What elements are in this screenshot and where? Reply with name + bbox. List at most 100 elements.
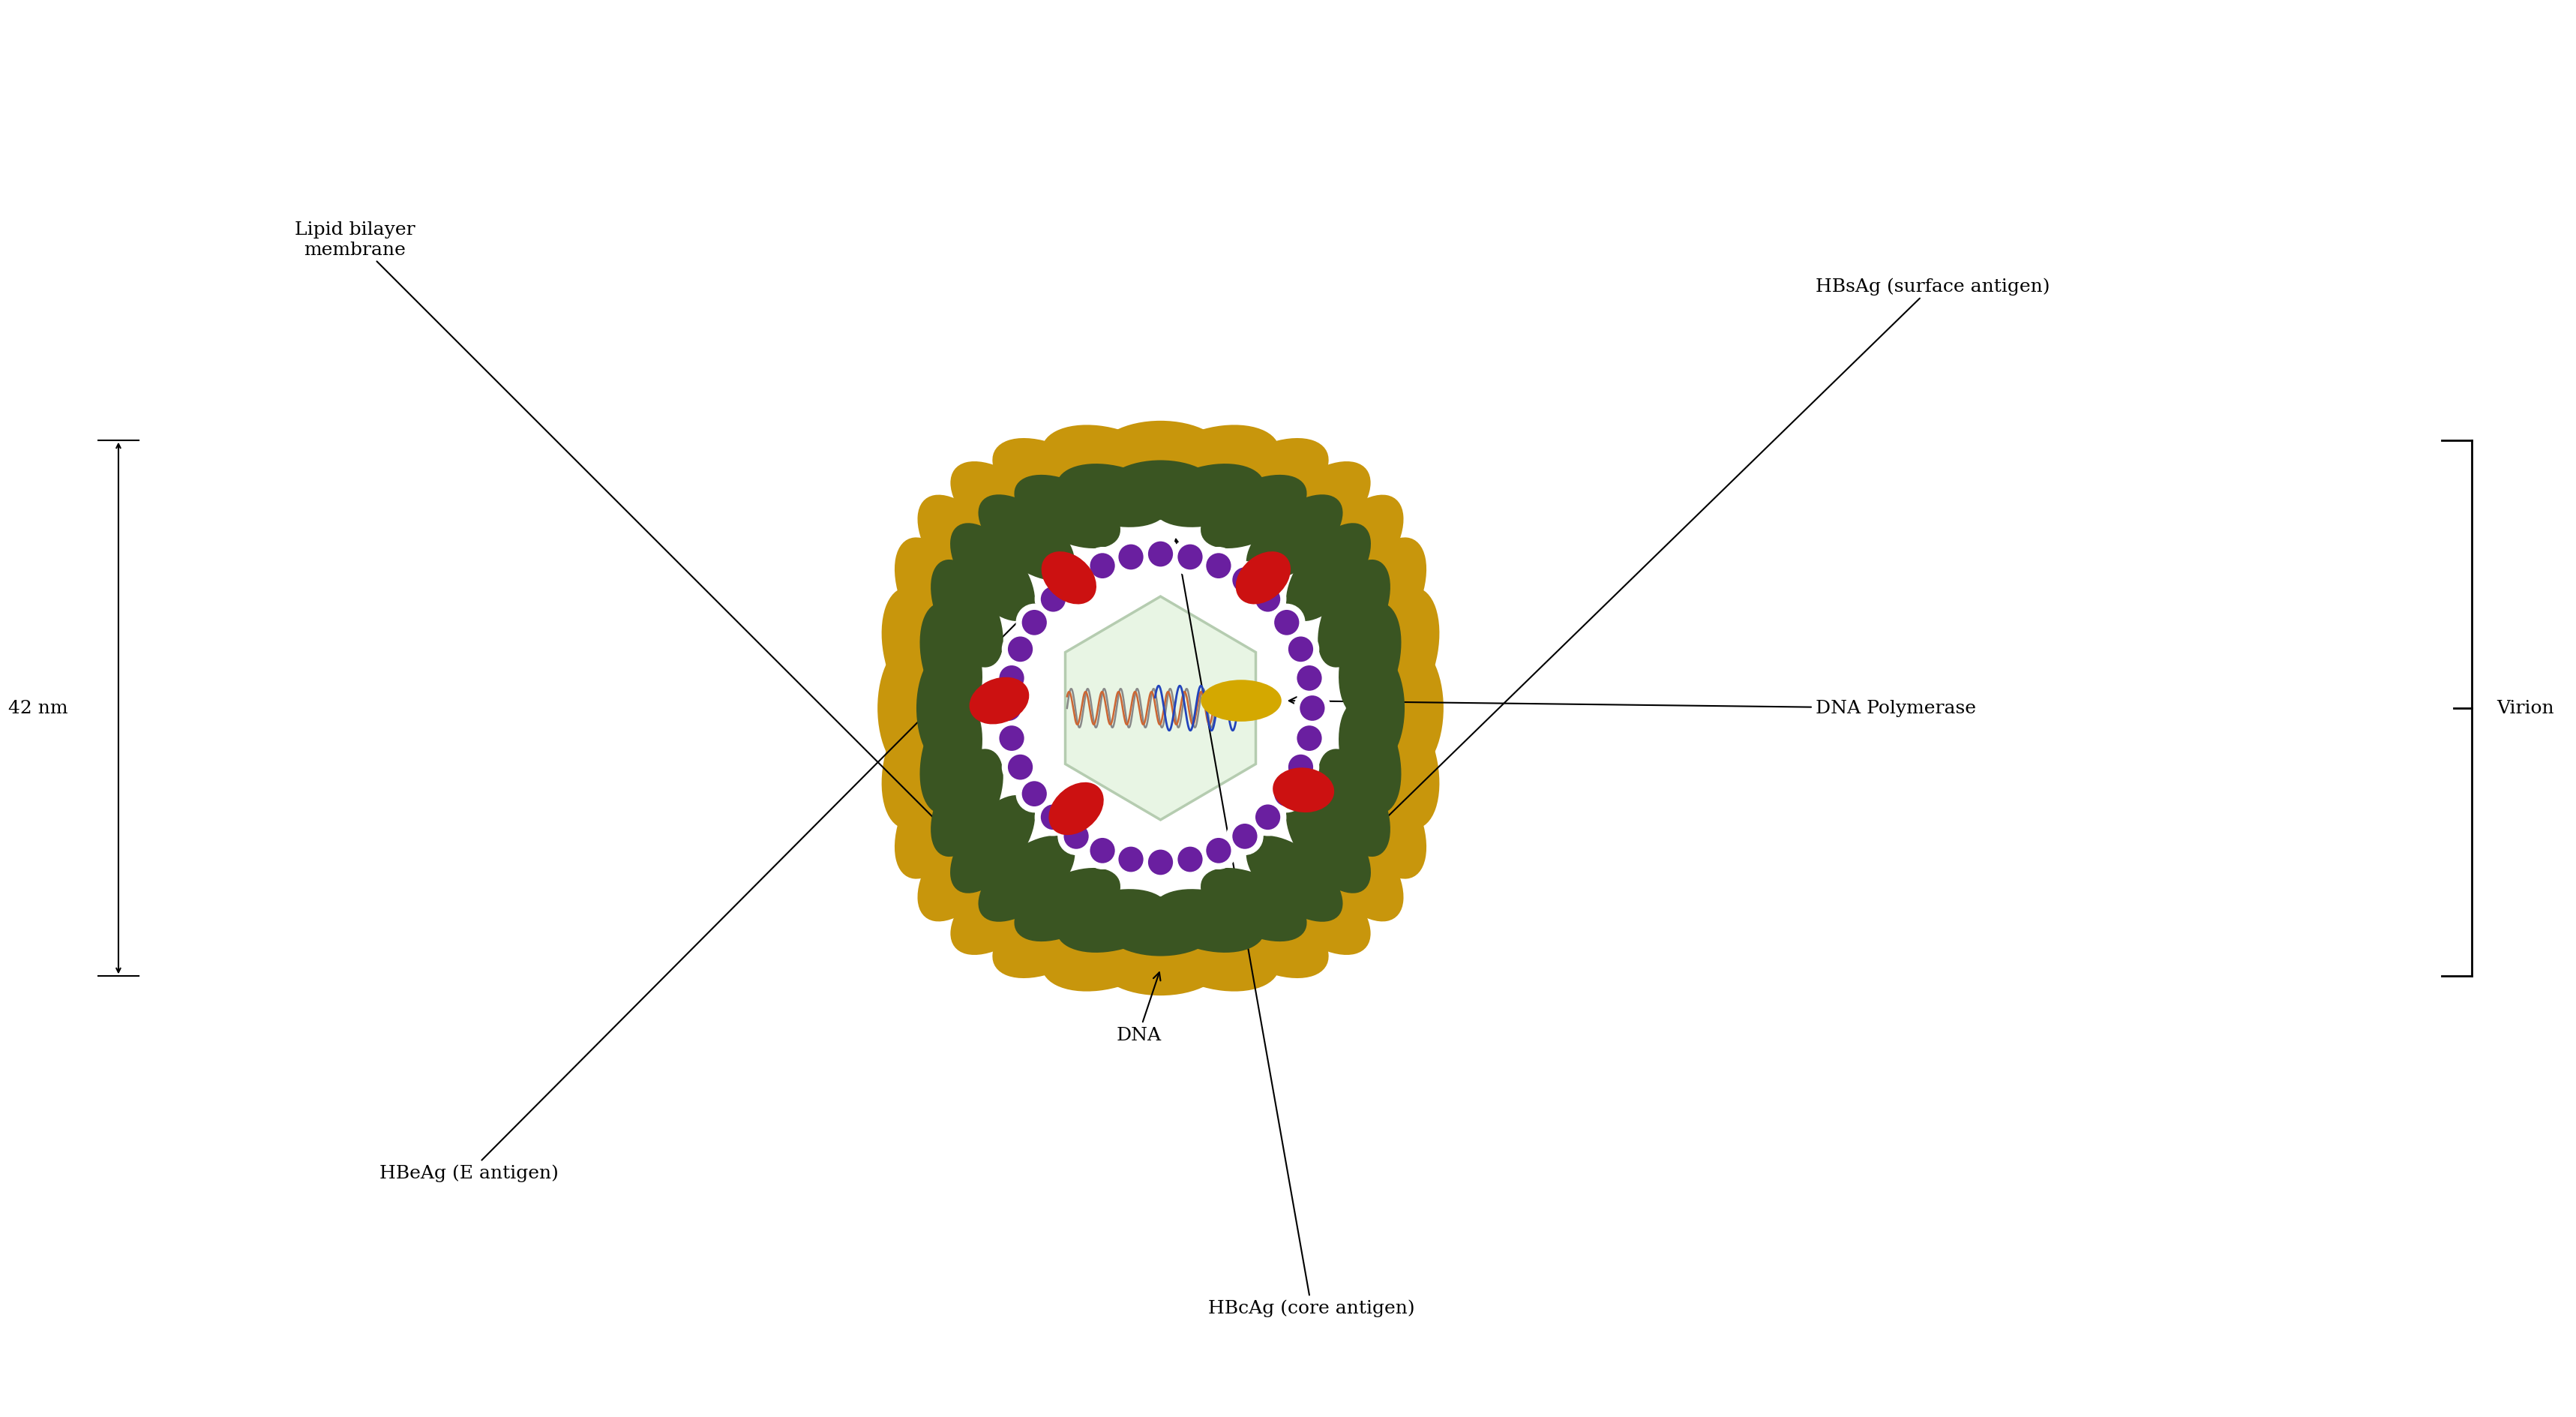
Ellipse shape [999, 666, 1025, 691]
Ellipse shape [920, 700, 981, 813]
Text: Lipid bilayer
membrane: Lipid bilayer membrane [294, 221, 992, 876]
Ellipse shape [1262, 857, 1370, 955]
Ellipse shape [1285, 795, 1370, 894]
Ellipse shape [979, 495, 1074, 581]
Ellipse shape [1064, 568, 1090, 594]
Ellipse shape [1041, 551, 1097, 605]
Ellipse shape [917, 496, 1015, 606]
Ellipse shape [1231, 568, 1257, 594]
Ellipse shape [1141, 845, 1180, 881]
Text: HBcAg (core antigen): HBcAg (core antigen) [1175, 540, 1414, 1316]
Ellipse shape [992, 690, 1028, 727]
Ellipse shape [1002, 631, 1038, 667]
Ellipse shape [1262, 462, 1370, 560]
Ellipse shape [1141, 536, 1180, 572]
Ellipse shape [1291, 720, 1327, 757]
Ellipse shape [1151, 918, 1280, 992]
Ellipse shape [1036, 799, 1072, 836]
Ellipse shape [1236, 551, 1291, 605]
Text: HBsAg (surface antigen): HBsAg (surface antigen) [1332, 278, 2050, 870]
Ellipse shape [1231, 823, 1257, 849]
Ellipse shape [1249, 581, 1285, 618]
Ellipse shape [878, 643, 945, 774]
Ellipse shape [1177, 544, 1203, 570]
Ellipse shape [1151, 465, 1265, 527]
Ellipse shape [1291, 660, 1327, 697]
Text: HBeAg (E antigen): HBeAg (E antigen) [379, 574, 1066, 1182]
Ellipse shape [1023, 611, 1046, 636]
Ellipse shape [1041, 587, 1066, 612]
Text: 42 nm: 42 nm [8, 700, 67, 717]
Ellipse shape [994, 720, 1030, 757]
Ellipse shape [1296, 726, 1321, 751]
Text: DNA Polymerase: DNA Polymerase [1288, 697, 1976, 717]
Ellipse shape [1090, 554, 1115, 578]
Ellipse shape [1267, 605, 1306, 642]
Ellipse shape [1255, 587, 1280, 612]
Polygon shape [1066, 597, 1255, 820]
Ellipse shape [1226, 563, 1262, 599]
Ellipse shape [1118, 544, 1144, 570]
Ellipse shape [1200, 680, 1280, 721]
Ellipse shape [1095, 927, 1226, 996]
Ellipse shape [1206, 554, 1231, 578]
Ellipse shape [1296, 666, 1321, 691]
Ellipse shape [1056, 465, 1170, 527]
Ellipse shape [1023, 781, 1046, 806]
Ellipse shape [1319, 750, 1391, 857]
Ellipse shape [1172, 538, 1208, 575]
Ellipse shape [1288, 636, 1314, 662]
Ellipse shape [1347, 650, 1404, 767]
Ellipse shape [1018, 605, 1054, 642]
Ellipse shape [1200, 475, 1306, 548]
Ellipse shape [1113, 842, 1149, 879]
Ellipse shape [1007, 636, 1033, 662]
Ellipse shape [1002, 750, 1038, 786]
Ellipse shape [951, 462, 1059, 560]
Ellipse shape [1118, 847, 1144, 873]
Ellipse shape [1041, 805, 1066, 830]
Ellipse shape [930, 560, 1002, 667]
Ellipse shape [951, 795, 1036, 894]
Ellipse shape [1200, 832, 1236, 869]
Ellipse shape [1306, 496, 1404, 606]
Ellipse shape [969, 677, 1030, 724]
Ellipse shape [1200, 869, 1306, 942]
Ellipse shape [1041, 918, 1170, 992]
Ellipse shape [1345, 758, 1427, 879]
Ellipse shape [1059, 818, 1095, 854]
Ellipse shape [1285, 523, 1370, 622]
Ellipse shape [1345, 538, 1427, 659]
Ellipse shape [1249, 799, 1285, 836]
Ellipse shape [894, 758, 976, 879]
Ellipse shape [1267, 775, 1306, 812]
Ellipse shape [1340, 700, 1401, 813]
Ellipse shape [994, 660, 1030, 697]
Ellipse shape [917, 811, 1015, 921]
Ellipse shape [1172, 842, 1208, 879]
Ellipse shape [1288, 755, 1314, 781]
Ellipse shape [1283, 750, 1319, 786]
Ellipse shape [1177, 847, 1203, 873]
Ellipse shape [1007, 755, 1033, 781]
Ellipse shape [1036, 581, 1072, 618]
Text: DNA: DNA [1115, 972, 1162, 1043]
Ellipse shape [1208, 439, 1329, 523]
Ellipse shape [992, 894, 1113, 978]
Ellipse shape [1064, 823, 1090, 849]
Ellipse shape [1275, 781, 1298, 806]
Ellipse shape [1149, 850, 1172, 876]
Ellipse shape [1208, 894, 1329, 978]
Ellipse shape [1376, 643, 1443, 774]
Ellipse shape [1103, 461, 1218, 520]
Ellipse shape [1368, 700, 1440, 829]
Ellipse shape [997, 696, 1020, 721]
Ellipse shape [881, 700, 953, 829]
Ellipse shape [1206, 839, 1231, 863]
Ellipse shape [1255, 805, 1280, 830]
Ellipse shape [1247, 836, 1342, 922]
Ellipse shape [930, 750, 1002, 857]
Ellipse shape [1200, 548, 1236, 585]
Ellipse shape [1319, 560, 1391, 667]
Ellipse shape [1247, 495, 1342, 581]
